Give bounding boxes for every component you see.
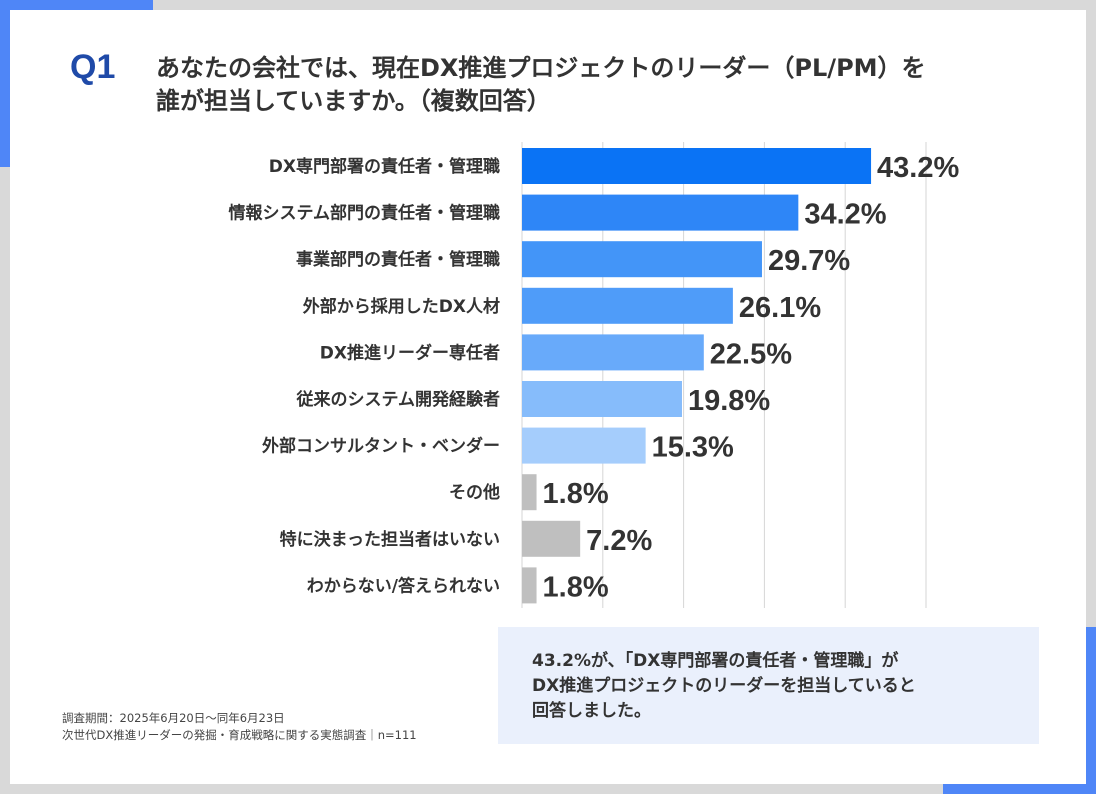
- bar: [522, 381, 682, 417]
- question-line-2: 誰が担当していますか。（複数回答）: [156, 87, 551, 115]
- category-label: 事業部門の責任者・管理職: [296, 249, 500, 270]
- bar: [522, 148, 872, 184]
- bar: [522, 567, 537, 604]
- bar: [522, 287, 733, 324]
- value-label: 43.2%: [877, 152, 959, 184]
- value-label: 1.8%: [543, 478, 609, 510]
- category-label: 従来のシステム開発経験者: [296, 389, 501, 410]
- category-label: 外部コンサルタント・ベンダー: [262, 436, 500, 457]
- callout-line-1: 43.2%が、「DX専門部署の責任者・管理職」が: [532, 651, 899, 671]
- callout-line-3: 回答しました。: [532, 701, 651, 721]
- bar: [522, 427, 646, 464]
- value-label: 1.8%: [543, 571, 609, 603]
- category-label: わからない/答えられない: [307, 575, 500, 596]
- question-text: あなたの会社では、現在DX推進プロジェクトのリーダー（PL/PM）を 誰が担当し…: [156, 52, 1036, 118]
- survey-period: 調査期間：2025年6月20日〜同年6月23日: [62, 711, 285, 725]
- survey-note: 調査期間：2025年6月20日〜同年6月23日 次世代DX推進リーダーの発掘・育…: [62, 710, 417, 744]
- bar: [522, 194, 799, 231]
- value-label: 7.2%: [586, 525, 652, 557]
- category-label: 特に決まった担当者はいない: [280, 529, 500, 550]
- value-label: 19.8%: [688, 385, 770, 417]
- bar: [522, 520, 581, 557]
- bar: [522, 241, 762, 278]
- question-number: Q1: [70, 48, 116, 86]
- callout-box: 43.2%が、「DX専門部署の責任者・管理職」が DX推進プロジェクトのリーダー…: [498, 627, 1039, 744]
- category-label: 外部から採用したDX人材: [303, 296, 500, 317]
- value-label: 15.3%: [652, 432, 734, 464]
- value-label: 34.2%: [804, 199, 886, 231]
- category-label: DX推進リーダー専任者: [320, 342, 500, 363]
- value-label: 26.1%: [739, 292, 821, 324]
- category-label: 情報システム部門の責任者・管理職: [229, 203, 501, 224]
- callout-line-2: DX推進プロジェクトのリーダーを担当していると: [532, 676, 916, 696]
- category-label: その他: [449, 482, 500, 503]
- bar: [522, 334, 704, 371]
- value-label: 29.7%: [768, 245, 850, 277]
- value-label: 22.5%: [710, 338, 792, 370]
- bar: [522, 474, 537, 511]
- question-line-1: あなたの会社では、現在DX推進プロジェクトのリーダー（PL/PM）を: [156, 54, 926, 82]
- category-label: DX専門部署の責任者・管理職: [269, 156, 500, 177]
- survey-name: 次世代DX推進リーダーの発掘・育成戦略に関する実態調査｜n=111: [62, 728, 417, 742]
